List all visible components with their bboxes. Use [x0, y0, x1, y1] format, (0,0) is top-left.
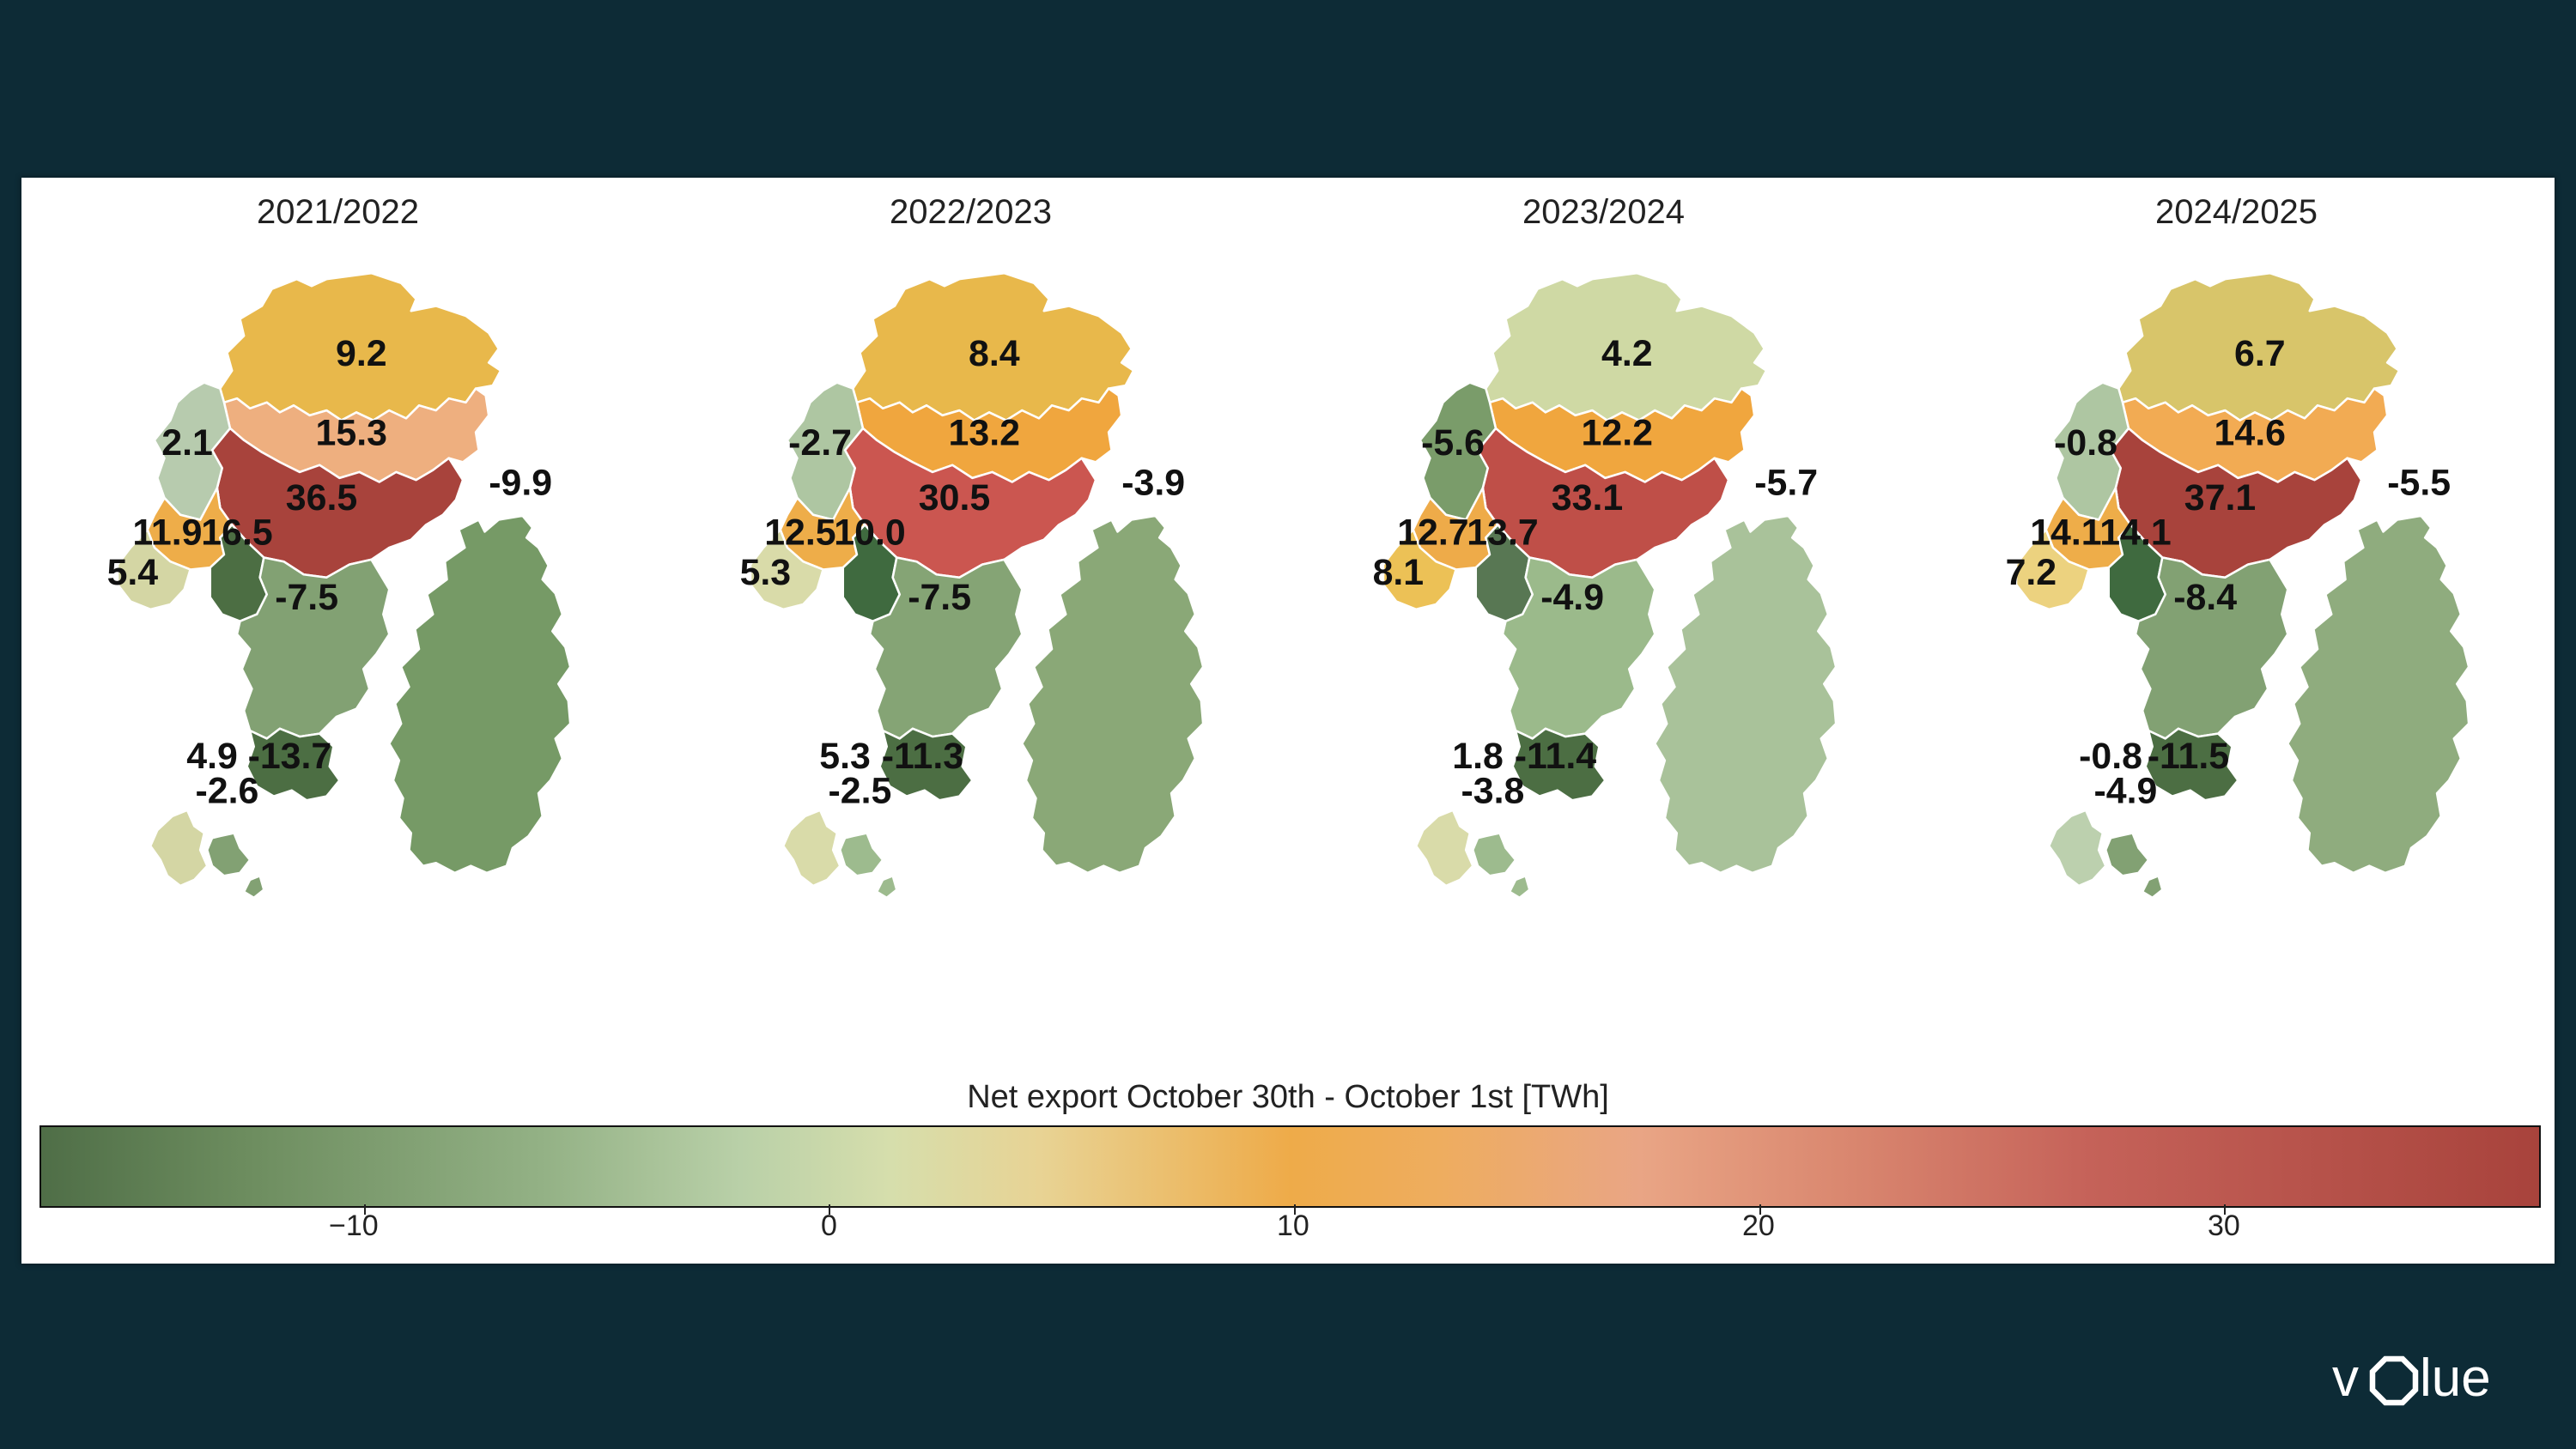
- svg-text:14.1: 14.1: [2030, 512, 2101, 553]
- svg-text:8.1: 8.1: [1373, 552, 1425, 593]
- svg-text:12.2: 12.2: [1582, 413, 1653, 454]
- svg-text:-3.8: -3.8: [1461, 771, 1525, 812]
- svg-text:-11.4: -11.4: [1515, 736, 1596, 777]
- svg-text:14.1: 14.1: [2099, 512, 2171, 553]
- svg-text:-4.9: -4.9: [1540, 577, 1604, 618]
- svg-text:30.5: 30.5: [919, 477, 990, 518]
- svg-text:lue: lue: [2420, 1349, 2491, 1408]
- svg-text:-8.4: -8.4: [2173, 577, 2237, 618]
- svg-text:12.7: 12.7: [1397, 512, 1468, 553]
- svg-text:7.2: 7.2: [2006, 552, 2057, 593]
- svg-text:-5.7: -5.7: [1754, 463, 1818, 504]
- svg-text:5.3: 5.3: [740, 552, 792, 593]
- svg-text:-11.3: -11.3: [882, 736, 963, 777]
- svg-text:13.2: 13.2: [949, 413, 1020, 454]
- svg-text:-13.7: -13.7: [248, 736, 332, 777]
- svg-text:37.1: 37.1: [2184, 477, 2256, 518]
- svg-text:-5.5: -5.5: [2387, 463, 2451, 504]
- svg-text:12.5: 12.5: [764, 512, 835, 553]
- svg-text:-0.8: -0.8: [2054, 422, 2117, 464]
- svg-text:36.5: 36.5: [286, 477, 357, 518]
- svg-text:v: v: [2332, 1349, 2359, 1408]
- svg-text:-2.7: -2.7: [788, 422, 852, 464]
- svg-text:5.4: 5.4: [107, 552, 159, 593]
- svg-text:-4.9: -4.9: [2094, 771, 2158, 812]
- svg-text:33.1: 33.1: [1552, 477, 1623, 518]
- svg-text:11.9: 11.9: [132, 512, 202, 553]
- svg-text:4.2: 4.2: [1601, 333, 1653, 374]
- svg-text:-3.9: -3.9: [1121, 463, 1185, 504]
- svg-text:9.2: 9.2: [336, 333, 387, 374]
- svg-text:10.0: 10.0: [834, 512, 905, 553]
- svg-text:-7.5: -7.5: [275, 577, 338, 618]
- svg-text:15.3: 15.3: [316, 413, 387, 454]
- svg-text:-5.6: -5.6: [1421, 422, 1485, 464]
- svg-text:-7.5: -7.5: [908, 577, 971, 618]
- svg-text:-9.9: -9.9: [489, 463, 552, 504]
- svg-text:-2.6: -2.6: [196, 771, 259, 812]
- svg-text:8.4: 8.4: [969, 333, 1020, 374]
- svg-text:6.7: 6.7: [2234, 333, 2286, 374]
- svg-text:14.6: 14.6: [2215, 413, 2286, 454]
- svg-text:16.5: 16.5: [201, 512, 272, 553]
- svg-text:-2.5: -2.5: [829, 771, 892, 812]
- svg-text:13.7: 13.7: [1467, 512, 1538, 553]
- svg-text:2.1: 2.1: [161, 422, 213, 464]
- svg-text:-11.5: -11.5: [2148, 736, 2229, 777]
